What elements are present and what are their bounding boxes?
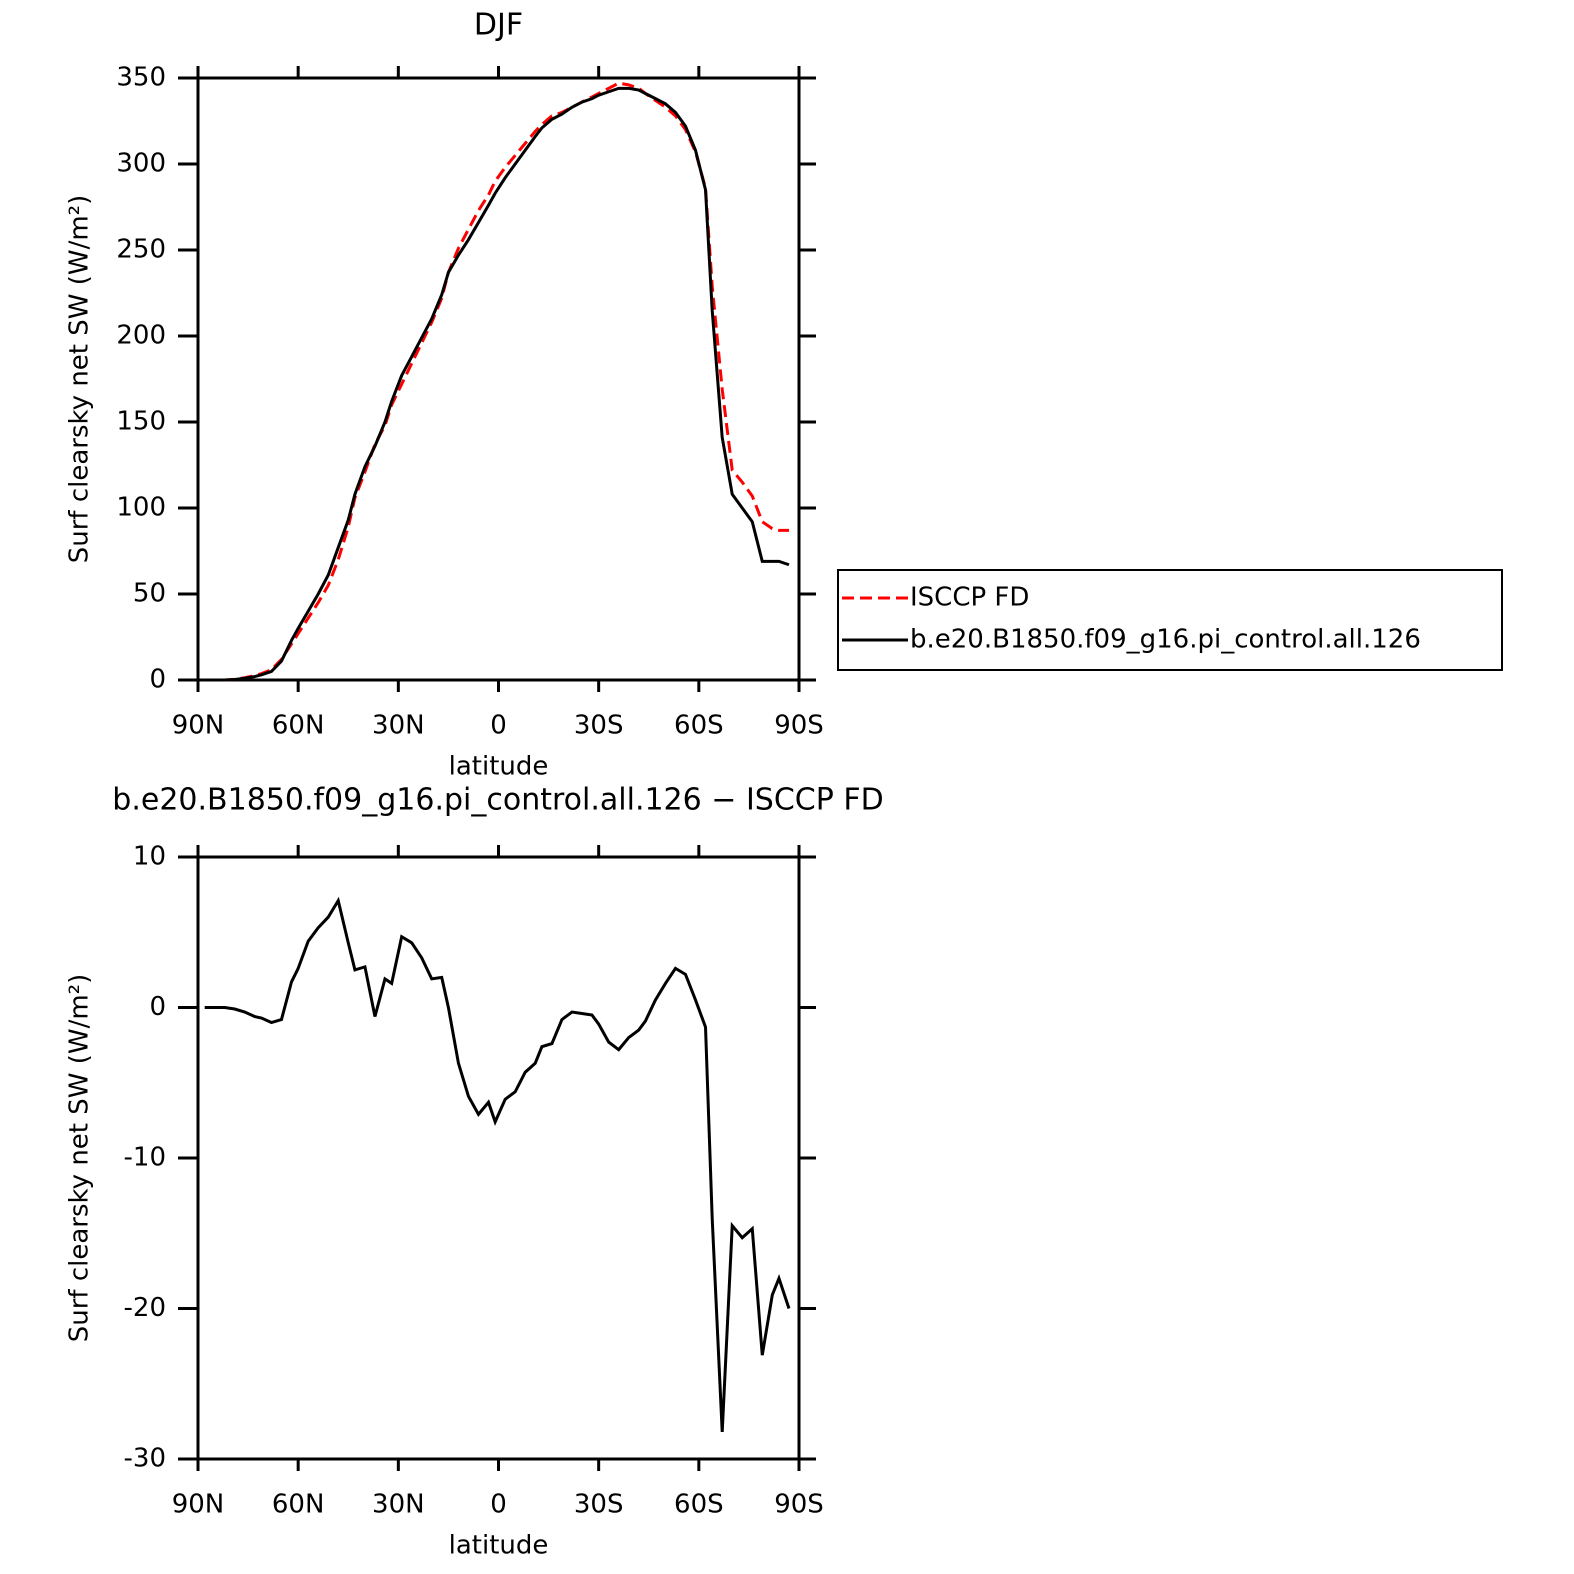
x-axis-label: latitude bbox=[449, 1531, 549, 1561]
legend-box bbox=[837, 569, 1503, 671]
x-tick-label: 90N bbox=[172, 1490, 225, 1520]
y-tick-label: 250 bbox=[116, 235, 166, 265]
chart-title: DJF bbox=[474, 8, 523, 43]
x-tick-label: 60N bbox=[272, 711, 325, 741]
y-tick-label: -30 bbox=[124, 1444, 166, 1474]
x-tick-label: 60S bbox=[674, 711, 724, 741]
data-line bbox=[204, 896, 791, 1432]
x-axis-label: latitude bbox=[449, 752, 549, 782]
y-tick-label: 100 bbox=[116, 493, 166, 523]
x-tick-label: 90S bbox=[774, 1490, 824, 1520]
x-tick-label: 30S bbox=[574, 1490, 624, 1520]
y-tick-label: 350 bbox=[116, 63, 166, 93]
y-tick-label: 150 bbox=[116, 407, 166, 437]
y-tick-label: 0 bbox=[149, 992, 166, 1022]
y-tick-label: 200 bbox=[116, 321, 166, 351]
x-tick-label: 0 bbox=[490, 1490, 507, 1520]
y-tick-label: 300 bbox=[116, 149, 166, 179]
y-tick-label: 10 bbox=[133, 842, 166, 872]
y-axis-label: Surf clearsky net SW (W/m²) bbox=[65, 195, 95, 563]
y-tick-label: -10 bbox=[124, 1143, 166, 1173]
legend-label: b.e20.B1850.f09_g16.pi_control.all.126 bbox=[910, 625, 1421, 655]
x-tick-label: 30N bbox=[372, 711, 425, 741]
y-tick-label: 50 bbox=[133, 579, 166, 609]
y-axis-label: Surf clearsky net SW (W/m²) bbox=[65, 974, 95, 1342]
x-tick-label: 90S bbox=[774, 711, 824, 741]
data-line bbox=[204, 86, 790, 682]
x-tick-label: 30N bbox=[372, 1490, 425, 1520]
chart-title: b.e20.B1850.f09_g16.pi_control.all.126 −… bbox=[112, 783, 883, 818]
x-tick-label: 90N bbox=[172, 711, 225, 741]
legend-label: ISCCP FD bbox=[910, 583, 1029, 613]
x-tick-label: 30S bbox=[574, 711, 624, 741]
x-tick-label: 0 bbox=[490, 711, 507, 741]
x-tick-label: 60N bbox=[272, 1490, 325, 1520]
y-tick-label: 0 bbox=[149, 665, 166, 695]
y-tick-label: -20 bbox=[124, 1293, 166, 1323]
plot-frame bbox=[196, 76, 801, 682]
x-tick-label: 60S bbox=[674, 1490, 724, 1520]
